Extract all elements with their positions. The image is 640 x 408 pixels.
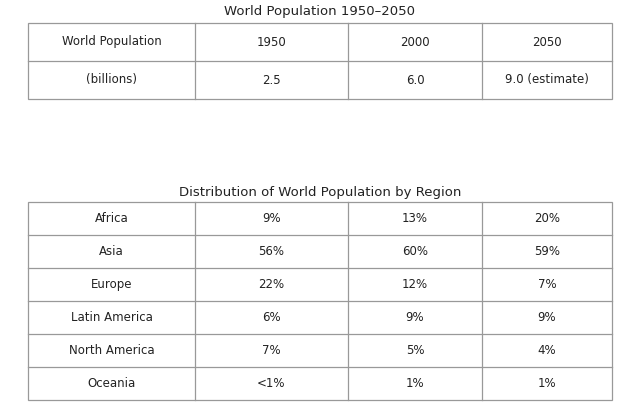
Text: 20%: 20% xyxy=(534,212,560,225)
Text: Latin America: Latin America xyxy=(70,311,152,324)
Text: Africa: Africa xyxy=(95,212,129,225)
Text: 5%: 5% xyxy=(406,344,424,357)
Text: 2000: 2000 xyxy=(400,35,430,49)
Text: 13%: 13% xyxy=(402,212,428,225)
Text: 9%: 9% xyxy=(538,311,556,324)
Text: 1950: 1950 xyxy=(257,35,286,49)
Text: 22%: 22% xyxy=(259,278,285,291)
Text: 6.0: 6.0 xyxy=(406,73,424,86)
Text: 7%: 7% xyxy=(538,278,556,291)
Text: 60%: 60% xyxy=(402,245,428,258)
Text: 4%: 4% xyxy=(538,344,556,357)
Text: 6%: 6% xyxy=(262,311,281,324)
Text: 9%: 9% xyxy=(262,212,281,225)
Text: Asia: Asia xyxy=(99,245,124,258)
Text: Europe: Europe xyxy=(91,278,132,291)
Text: 2.5: 2.5 xyxy=(262,73,281,86)
Text: <1%: <1% xyxy=(257,377,285,390)
Text: 1%: 1% xyxy=(538,377,556,390)
Text: World Population: World Population xyxy=(61,35,161,49)
Text: World Population 1950–2050: World Population 1950–2050 xyxy=(225,5,415,18)
Text: 2050: 2050 xyxy=(532,35,562,49)
Text: North America: North America xyxy=(68,344,154,357)
Text: 56%: 56% xyxy=(259,245,285,258)
Text: 1%: 1% xyxy=(406,377,424,390)
Text: 9.0 (estimate): 9.0 (estimate) xyxy=(505,73,589,86)
Text: Distribution of World Population by Region: Distribution of World Population by Regi… xyxy=(179,186,461,199)
Text: 7%: 7% xyxy=(262,344,281,357)
Bar xyxy=(28,202,612,400)
Text: Oceania: Oceania xyxy=(88,377,136,390)
Text: 9%: 9% xyxy=(406,311,424,324)
Text: 12%: 12% xyxy=(402,278,428,291)
Bar xyxy=(28,23,612,99)
Text: (billions): (billions) xyxy=(86,73,137,86)
Text: 59%: 59% xyxy=(534,245,560,258)
